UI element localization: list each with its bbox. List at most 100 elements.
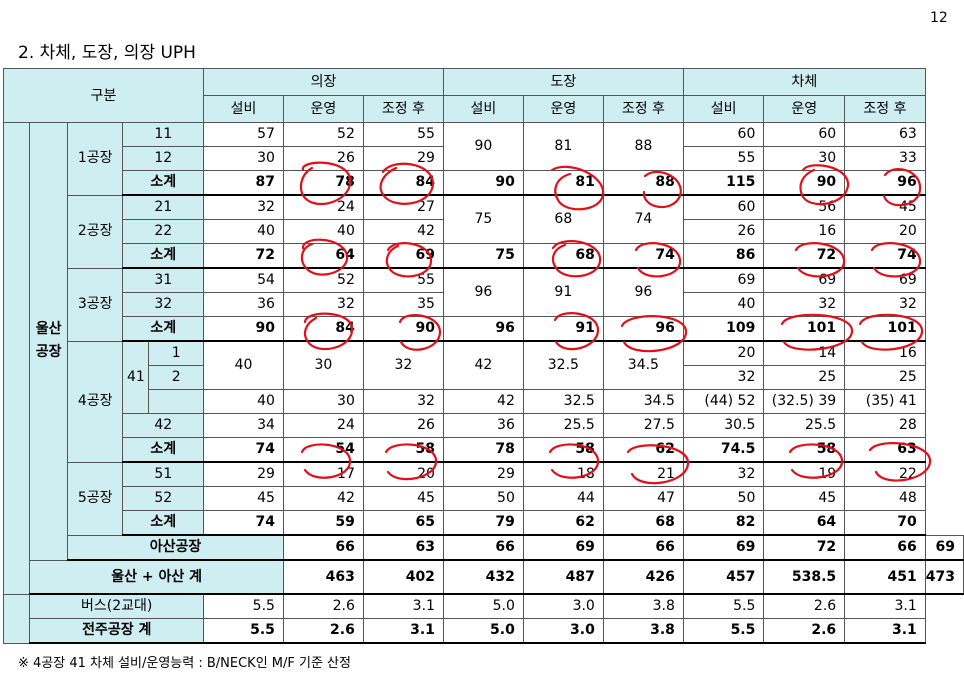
cell: 32 [203, 194, 284, 220]
cell: 45 [203, 486, 284, 511]
cell: 81 [522, 170, 604, 196]
sum-label: 울산 + 아산 계 [29, 559, 284, 595]
cell: 14 [763, 340, 846, 366]
cell: 30 [763, 146, 846, 171]
header-row-subs: 설비 운영 조정 후 설비 운영 조정 후 설비 운영 조정 후 [4, 95, 964, 123]
cell: (35) 41 [844, 389, 926, 414]
cell: 60 [682, 194, 765, 220]
header-group-dojang: 도장 [442, 68, 684, 96]
table-row: 4공장 41 1 40 30 32 42 32.5 34.5 20 14 16 [4, 340, 964, 463]
cell: 69 [522, 534, 604, 561]
cell: 17 [282, 461, 364, 487]
cell: (32.5) 39 [763, 389, 846, 414]
cell: 48 [844, 486, 926, 511]
cell: 90 [362, 316, 444, 342]
cell: 40 [203, 340, 284, 390]
cell: 44 [522, 486, 604, 511]
cell: 32 [682, 365, 765, 390]
cell: 69 [682, 267, 765, 293]
cell: 52 [282, 122, 364, 147]
cell: 87 [203, 170, 284, 196]
cell: 74 [203, 437, 284, 463]
cell: 3.1 [362, 593, 444, 619]
cell: 96 [442, 316, 524, 342]
cell: 96 [844, 170, 926, 196]
bus-label: 버스(2교대) [29, 593, 205, 619]
cell: 538.5 [763, 559, 846, 595]
table-row: 5공장 51 29 17 20 29 18 21 32 19 22 [4, 461, 964, 536]
cell: 426 [602, 559, 684, 595]
header-sub: 조정 후 [844, 95, 926, 123]
section-title: 2. 차체, 도장, 의장 UPH [18, 43, 196, 63]
cell: 74 [203, 510, 284, 536]
cell: 70 [844, 510, 926, 536]
cell: 69 [763, 267, 846, 293]
cell: 86 [682, 243, 765, 269]
cell: 5.5 [682, 593, 765, 619]
subtotal-label: 소계 [122, 243, 205, 269]
cell: 64 [282, 243, 364, 269]
uph-table: 구분 의장 도장 차체 설비 운영 조정 후 설비 운영 조정 후 설비 운영 … [2, 68, 964, 644]
cell: 34.5 [602, 389, 684, 414]
cell: 74 [602, 243, 684, 269]
cell: 78 [282, 170, 364, 196]
plant5-label: 5공장 [66, 461, 124, 536]
cell: 58 [362, 437, 444, 463]
cell: 457 [682, 559, 765, 595]
header-group-uijang: 의장 [203, 68, 444, 96]
cell: 40 [682, 292, 765, 317]
cell: 50 [682, 486, 765, 511]
cell: 45 [844, 194, 926, 220]
cell: 45 [362, 486, 444, 511]
line-label: 51 [122, 461, 205, 487]
cell: 30 [282, 389, 364, 414]
asan-label: 아산공장 [66, 534, 284, 561]
cell: 91 [522, 316, 604, 342]
cell: 27.5 [602, 413, 684, 438]
cell: 78 [442, 437, 524, 463]
page-number: 12 [930, 10, 948, 26]
cell: 62 [602, 437, 684, 463]
ulsan-label: 울산공장 [29, 122, 68, 561]
line-label: 21 [122, 194, 205, 220]
cell: 81 [522, 122, 604, 171]
cell: 65 [362, 510, 444, 536]
cell: 60 [763, 122, 846, 147]
bus-row: 버스(2교대) 5.5 2.6 3.1 5.0 3.0 3.8 5.5 2.6 … [2, 593, 964, 644]
cell: 66 [442, 534, 524, 561]
cell: 56 [763, 194, 846, 220]
subtotal-label: 소계 [122, 316, 205, 342]
cell: 50 [442, 486, 524, 511]
cell: 72 [203, 243, 284, 269]
cell: 66 [282, 534, 364, 561]
table-row: 2공장 21 32 24 27 75 68 74 60 56 45 [4, 194, 964, 269]
cell: 20 [362, 461, 444, 487]
cell: 90 [442, 122, 524, 171]
cell: 432 [442, 559, 524, 595]
subtotal-row: 소계 87 78 84 90 81 88 115 90 96 [4, 170, 964, 196]
cell: 18 [522, 461, 604, 487]
cell: 79 [442, 510, 524, 536]
cell: 2.6 [763, 618, 846, 644]
cell: 96 [602, 316, 684, 342]
line-label: 22 [122, 219, 205, 244]
line-label: 12 [122, 146, 205, 171]
cell: 96 [602, 267, 684, 317]
cell: 16 [844, 340, 926, 366]
subtotal-label: 소계 [122, 170, 205, 196]
cell: 32 [362, 389, 444, 414]
cell: 402 [362, 559, 444, 595]
cell: 69 [362, 243, 444, 269]
cell: 68 [522, 243, 604, 269]
cell: 2.6 [763, 593, 846, 619]
cell: 68 [602, 510, 684, 536]
cell: 74.5 [682, 437, 765, 463]
cell: 55 [362, 267, 444, 293]
cell: 473 [924, 559, 964, 595]
table-row: 52 45 42 45 50 44 47 50 45 48 [4, 486, 964, 511]
cell: 58 [522, 437, 604, 463]
cell: 3.1 [844, 593, 926, 619]
subtotal-row: 소계 74 54 58 78 58 62 74.5 58 63 [4, 437, 964, 463]
cell: 35 [362, 292, 444, 317]
cell: 90 [442, 170, 524, 196]
